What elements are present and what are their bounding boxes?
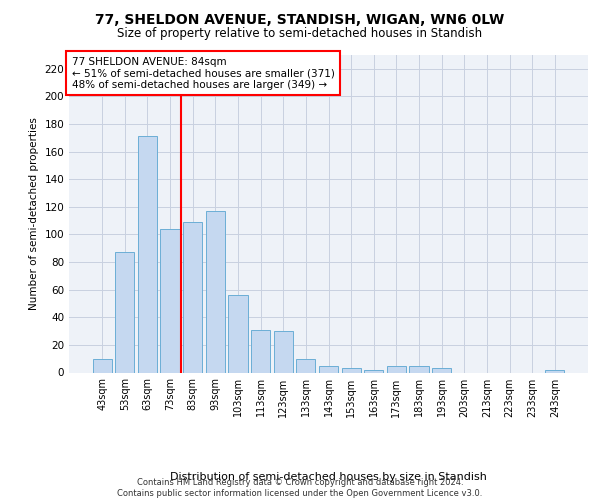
- Bar: [387, 366, 406, 372]
- Text: 77, SHELDON AVENUE, STANDISH, WIGAN, WN6 0LW: 77, SHELDON AVENUE, STANDISH, WIGAN, WN6…: [95, 12, 505, 26]
- X-axis label: Distribution of semi-detached houses by size in Standish: Distribution of semi-detached houses by …: [170, 472, 487, 482]
- Bar: [229, 295, 248, 372]
- Bar: [319, 366, 338, 372]
- Bar: [138, 136, 157, 372]
- Text: Contains HM Land Registry data © Crown copyright and database right 2024.
Contai: Contains HM Land Registry data © Crown c…: [118, 478, 482, 498]
- Text: Size of property relative to semi-detached houses in Standish: Size of property relative to semi-detach…: [118, 28, 482, 40]
- Bar: [432, 368, 451, 372]
- Bar: [545, 370, 565, 372]
- Bar: [296, 358, 316, 372]
- Text: 77 SHELDON AVENUE: 84sqm
← 51% of semi-detached houses are smaller (371)
48% of : 77 SHELDON AVENUE: 84sqm ← 51% of semi-d…: [71, 56, 334, 90]
- Bar: [341, 368, 361, 372]
- Bar: [183, 222, 202, 372]
- Bar: [251, 330, 270, 372]
- Bar: [364, 370, 383, 372]
- Bar: [409, 366, 428, 372]
- Y-axis label: Number of semi-detached properties: Number of semi-detached properties: [29, 118, 39, 310]
- Bar: [115, 252, 134, 372]
- Bar: [206, 211, 225, 372]
- Bar: [92, 358, 112, 372]
- Bar: [274, 331, 293, 372]
- Bar: [160, 229, 180, 372]
